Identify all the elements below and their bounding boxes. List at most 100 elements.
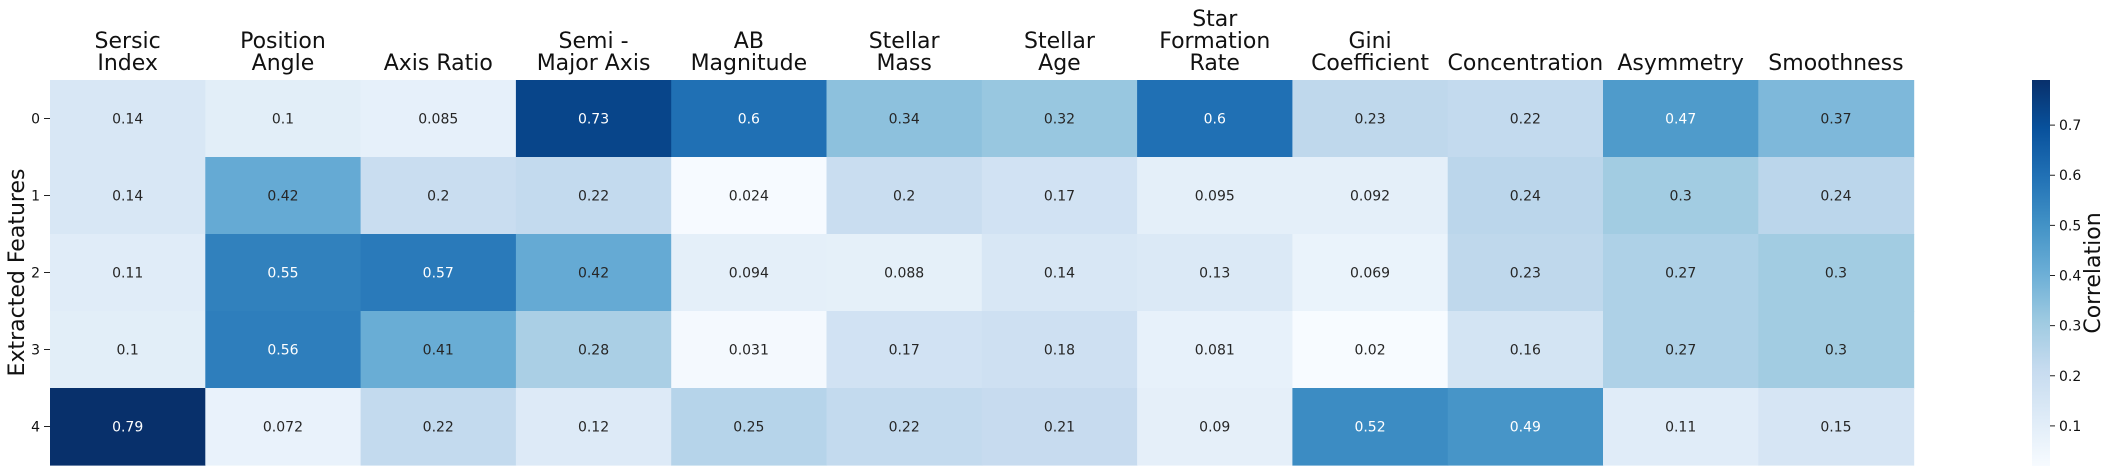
column-header-label: Index [97,51,158,76]
heatmap-cell [1137,311,1293,389]
y-axis-label: Extracted Features [5,169,30,377]
cell-value-label: 0.6 [738,112,760,128]
colorbar-tick-label: 0.6 [2059,168,2081,184]
heatmap-cell [981,157,1138,235]
column-header-label: Semi - [559,29,629,54]
colorbar-tick-label: 0.1 [2059,419,2081,435]
heatmap-cell [1603,388,1759,466]
cell-value-label: 0.55 [267,266,298,282]
cell-value-label: 0.42 [578,266,609,282]
heatmap-cell [360,80,517,158]
column-header-label: Stellar [869,29,941,54]
heatmap-cell [826,157,983,235]
cell-value-label: 0.73 [578,112,609,128]
cell-value-label: 0.79 [112,420,143,436]
cell-value-label: 0.25 [733,420,764,436]
colorbar-tick-label: 0.5 [2059,218,2081,234]
column-header-label: Axis Ratio [384,51,493,76]
cell-value-label: 0.27 [1665,266,1696,282]
heatmap-cell [1447,80,1604,158]
cell-value-label: 0.12 [578,420,609,436]
heatmap-cell [50,311,206,389]
cell-value-label: 0.23 [1510,266,1541,282]
cell-value-label: 0.23 [1354,112,1385,128]
cell-value-label: 0.14 [1044,266,1075,282]
column-header-label: Age [1038,51,1081,76]
cell-value-label: 0.094 [729,266,769,282]
heatmap-cell [1292,80,1449,158]
heatmap-cell [981,80,1138,158]
heatmap-cell [671,157,828,235]
heatmap-cell [1603,311,1759,389]
heatmap-cell [205,234,362,312]
heatmap-cell [515,234,672,312]
cell-value-label: 0.024 [729,189,769,205]
heatmap-cell [981,234,1138,312]
cell-value-label: 0.21 [1044,420,1075,436]
column-header-label: Magnitude [691,51,808,76]
column-header-label: Star [1192,7,1238,32]
cell-value-label: 0.27 [1665,343,1696,359]
heatmap-cell [1758,157,1915,235]
colorbar-tick-label: 0.3 [2059,319,2081,335]
heatmap-cell [1137,157,1293,235]
heatmap-cell [1137,80,1293,158]
cell-value-label: 0.56 [267,343,298,359]
heatmap-cell [360,311,517,389]
heatmap-cell [1603,80,1759,158]
heatmap-cell [50,80,206,158]
heatmap-cell [360,234,517,312]
heatmap-cell [1758,80,1915,158]
colorbar [2032,80,2050,466]
cell-value-label: 0.1 [272,112,294,128]
column-header-label: Formation [1159,29,1270,54]
cell-value-label: 0.1 [117,343,139,359]
heatmap-cell [826,234,983,312]
heatmap-cell [1137,388,1293,466]
heatmap-cell [826,311,983,389]
heatmap-cell [671,311,828,389]
cell-value-label: 0.18 [1044,343,1075,359]
column-header-label: Gini [1348,29,1391,54]
cell-value-label: 0.24 [1510,189,1541,205]
cell-value-label: 0.22 [578,189,609,205]
column-header-label: Stellar [1024,29,1096,54]
colorbar-tick-label: 0.4 [2059,269,2081,285]
cell-value-label: 0.2 [427,189,449,205]
heatmap-cell [50,388,206,466]
cell-value-label: 0.28 [578,343,609,359]
heatmap-cell [671,388,828,466]
cell-value-label: 0.3 [1670,189,1692,205]
heatmap-cell [671,80,828,158]
heatmap-cell [205,157,362,235]
heatmap-cell [205,80,362,158]
cell-value-label: 0.11 [112,266,143,282]
heatmap-cell [515,388,672,466]
heatmap-cell [1292,157,1449,235]
cell-value-label: 0.16 [1510,343,1541,359]
cell-value-label: 0.22 [1510,112,1541,128]
cell-value-label: 0.42 [267,189,298,205]
cell-value-label: 0.49 [1510,420,1541,436]
heatmap-cell [205,311,362,389]
row-tick-label: 1 [31,189,40,205]
heatmap-cell [1292,311,1449,389]
cell-value-label: 0.088 [884,266,924,282]
cell-value-label: 0.32 [1044,112,1075,128]
column-header-label: Mass [876,51,931,76]
colorbar-label: Correlation [2081,212,2106,333]
heatmap-cell [50,157,206,235]
heatmap-cell [1603,157,1759,235]
heatmap-cell [671,234,828,312]
cell-value-label: 0.092 [1350,189,1390,205]
heatmap-cell [981,388,1138,466]
cell-value-label: 0.13 [1199,266,1230,282]
heatmap-cell [515,157,672,235]
cell-value-label: 0.15 [1820,420,1851,436]
heatmap-cell [1447,234,1604,312]
heatmap-cell [360,157,517,235]
column-header-label: Concentration [1448,51,1604,76]
heatmap-cell [515,80,672,158]
cell-value-label: 0.14 [112,189,143,205]
